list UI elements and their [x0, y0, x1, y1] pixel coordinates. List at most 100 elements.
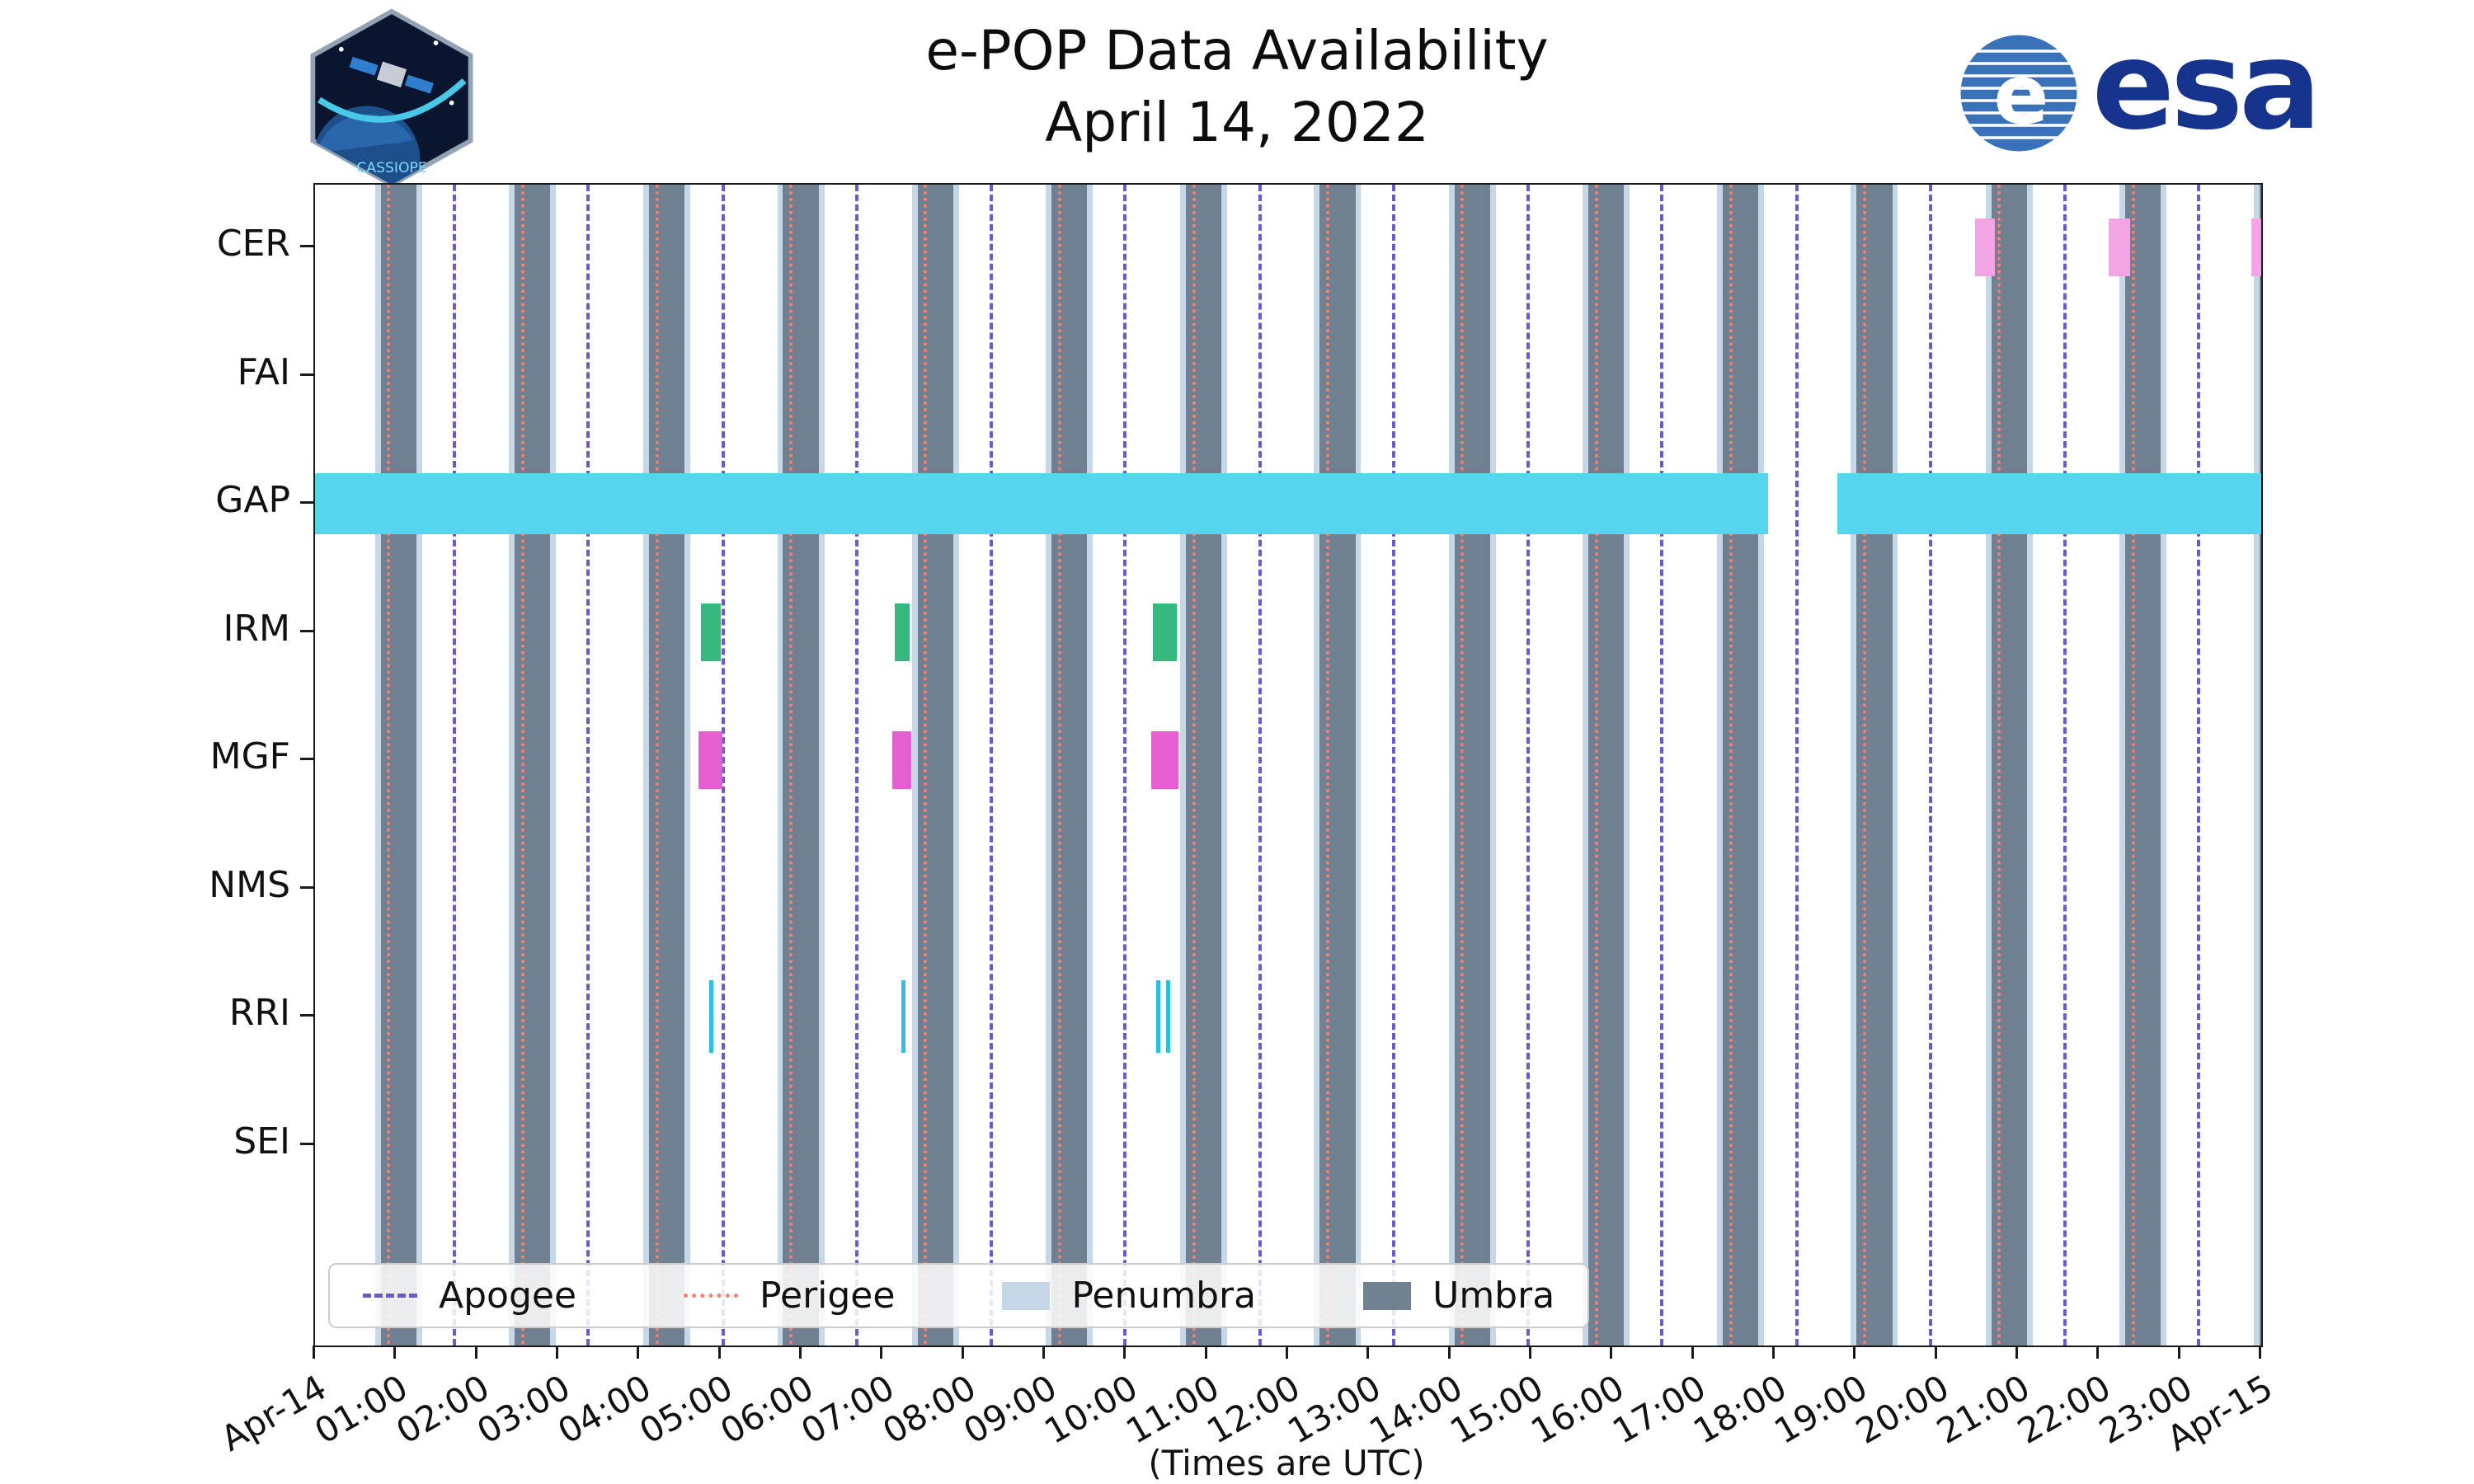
apogee-line	[1391, 185, 1395, 1345]
availability-bar-rri	[1155, 980, 1160, 1054]
x-tick-label: 13:00	[1281, 1367, 1388, 1452]
umbra-band	[1051, 185, 1088, 1345]
y-tick-mark	[300, 1142, 313, 1145]
availability-bar-mgf	[1150, 731, 1179, 790]
x-tick-label: 07:00	[794, 1367, 901, 1452]
availability-bar-gap	[1837, 473, 2261, 535]
legend-dashed-line-swatch	[363, 1294, 417, 1298]
y-axis-labels: CER FAI GAP IRM MGF NMS RRI SEI	[0, 183, 290, 1344]
umbra-band	[1991, 185, 2027, 1345]
legend-item-apogee: Apogee	[363, 1275, 576, 1317]
availability-bar-cer	[2251, 218, 2261, 276]
x-tick-label: 02:00	[388, 1367, 496, 1452]
x-tick-label: 17:00	[1605, 1367, 1713, 1452]
x-tick-mark	[2177, 1345, 2180, 1359]
x-tick-mark	[1286, 1345, 1288, 1359]
perigee-line	[520, 185, 524, 1345]
legend-dotted-line-swatch	[684, 1294, 739, 1298]
perigee-line	[387, 185, 391, 1345]
svg-text:e: e	[1993, 48, 2048, 143]
perigee-line	[1326, 185, 1330, 1345]
x-tick-mark	[1610, 1345, 1613, 1359]
availability-bar-irm	[895, 603, 910, 661]
umbra-band	[1723, 185, 1759, 1345]
perigee-line	[1729, 185, 1733, 1345]
x-tick-mark	[1691, 1345, 1694, 1359]
legend-patch-swatch	[1002, 1281, 1051, 1310]
x-tick-label: 06:00	[713, 1367, 821, 1452]
plot-area: Apogee Perigee Penumbra Umbra	[313, 183, 2263, 1347]
availability-bar-mgf	[892, 731, 911, 790]
y-tick-mark	[300, 1014, 313, 1017]
umbra-band	[380, 185, 416, 1345]
umbra-band	[1319, 185, 1356, 1345]
cassiope-patch-logo: CASSIOPE	[297, 8, 487, 191]
perigee-line	[2131, 185, 2135, 1345]
x-tick-mark	[1934, 1345, 1937, 1359]
perigee-line	[1057, 185, 1061, 1345]
x-tick-mark	[1042, 1345, 1045, 1359]
y-tick-mark	[300, 629, 313, 632]
y-tick-label-irm: IRM	[223, 607, 290, 650]
y-tick-label-cer: CER	[216, 223, 290, 265]
perigee-line	[1192, 185, 1196, 1345]
umbra-band	[1856, 185, 1893, 1345]
apogee-line	[721, 185, 725, 1345]
perigee-line	[1594, 185, 1598, 1345]
apogee-line	[1794, 185, 1799, 1345]
x-tick-label: 03:00	[470, 1367, 577, 1452]
x-tick-mark	[799, 1345, 802, 1359]
x-tick-mark	[1123, 1345, 1126, 1359]
y-tick-label-rri: RRI	[228, 992, 290, 1035]
x-tick-mark	[2259, 1345, 2261, 1359]
y-tick-mark	[300, 245, 313, 247]
x-tick-mark	[1204, 1345, 1207, 1359]
cassiope-patch-label: CASSIOPE	[356, 160, 426, 176]
legend-label: Perigee	[760, 1275, 896, 1317]
perigee-line	[789, 185, 793, 1345]
chart-title-block: e-POP Data Availability April 14, 2022	[0, 15, 2474, 158]
x-tick-label: 09:00	[957, 1367, 1064, 1452]
availability-bar-gap	[315, 473, 1769, 535]
apogee-line	[1123, 185, 1127, 1345]
apogee-line	[990, 185, 994, 1345]
y-tick-mark	[300, 373, 313, 376]
esa-wordmark: esa	[2091, 15, 2321, 157]
x-axis-ticks	[313, 1345, 2261, 1360]
umbra-band	[649, 185, 685, 1345]
x-tick-mark	[474, 1345, 477, 1359]
availability-bar-rri	[901, 980, 905, 1054]
x-tick-mark	[1772, 1345, 1775, 1359]
esa-globe-icon: e	[1960, 35, 2077, 152]
availability-bar-irm	[701, 603, 721, 661]
apogee-line	[453, 185, 457, 1345]
umbra-band	[1186, 185, 1222, 1345]
legend-label: Penumbra	[1071, 1275, 1257, 1317]
x-tick-mark	[393, 1345, 397, 1359]
legend: Apogee Perigee Penumbra Umbra	[328, 1263, 1590, 1328]
apogee-line	[1660, 185, 1664, 1345]
perigee-line	[1997, 185, 2001, 1345]
umbra-band	[2260, 185, 2261, 1345]
y-tick-label-sei: SEI	[233, 1120, 290, 1162]
apogee-line	[1258, 185, 1262, 1345]
umbra-band	[514, 185, 551, 1345]
apogee-line	[2197, 185, 2201, 1345]
penumbra-band	[2254, 185, 2261, 1345]
perigee-line	[924, 185, 928, 1345]
x-tick-mark	[2015, 1345, 2018, 1359]
x-tick-mark	[1529, 1345, 1531, 1359]
x-tick-mark	[717, 1345, 721, 1359]
y-tick-mark	[300, 758, 313, 761]
x-tick-mark	[1447, 1345, 1451, 1359]
legend-item-penumbra: Penumbra	[1002, 1275, 1256, 1317]
legend-item-umbra: Umbra	[1363, 1275, 1554, 1317]
y-tick-label-mgf: MGF	[209, 735, 290, 778]
x-tick-label: 21:00	[1930, 1367, 2037, 1452]
x-tick-label: 14:00	[1362, 1367, 1470, 1452]
availability-bar-cer	[1974, 218, 1996, 276]
y-tick-label-nms: NMS	[209, 863, 290, 906]
availability-bar-rri	[708, 980, 713, 1054]
esa-logo: e esa	[1957, 15, 2321, 162]
apogee-line	[854, 185, 858, 1345]
